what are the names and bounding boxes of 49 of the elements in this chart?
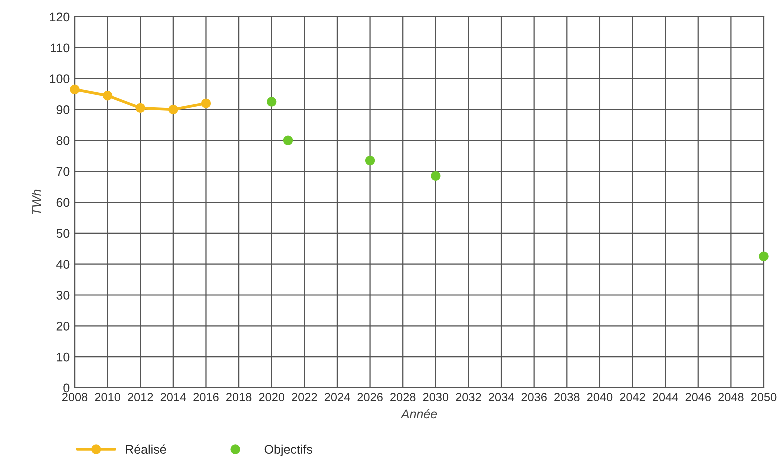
- x-tick-label: 2024: [324, 393, 350, 402]
- x-tick-label: 2012: [128, 393, 154, 402]
- point: [102, 90, 113, 101]
- x-tick-label: 2022: [292, 393, 318, 402]
- y-tick-label: 70: [56, 167, 70, 176]
- y-tick-label: 40: [56, 260, 70, 269]
- x-tick-label: 2048: [718, 393, 744, 402]
- x-tick-label: 2020: [259, 393, 285, 402]
- x-tick-label: 2026: [358, 393, 383, 402]
- y-tick-label: 60: [56, 198, 70, 208]
- point: [283, 136, 294, 146]
- x-tick-label: 2028: [390, 393, 416, 402]
- x-tick-label: 2036: [522, 393, 547, 402]
- y-tick-label: 100: [50, 74, 70, 84]
- y-tick-label: 120: [50, 12, 70, 22]
- x-tick-label: 2040: [587, 393, 613, 402]
- y-tick-label: 0: [64, 384, 70, 393]
- y-tick-label: 110: [51, 44, 70, 53]
- x-tick-label: 2030: [423, 393, 449, 402]
- x-tick-label: 2014: [160, 393, 186, 402]
- x-tick-label: 2018: [226, 393, 252, 402]
- x-tick-label: 2032: [456, 393, 482, 402]
- legend-label: Réalisé: [126, 444, 166, 454]
- point: [168, 104, 178, 115]
- x-tick-label: 2034: [488, 393, 514, 402]
- y-tick-label: 90: [56, 106, 70, 114]
- x-tick-label: 2010: [95, 393, 120, 402]
- point: [759, 252, 769, 262]
- y-tick-label: 80: [56, 136, 70, 146]
- y-tick-label: 50: [56, 229, 70, 238]
- point: [70, 84, 80, 95]
- x-tick-label: 2050: [751, 393, 777, 402]
- x-tick-label: 2042: [620, 393, 646, 402]
- point: [266, 97, 277, 107]
- x-tick-label: 2038: [554, 393, 580, 402]
- point: [201, 98, 212, 108]
- point: [365, 156, 376, 166]
- x-tick-label: 2044: [653, 393, 678, 402]
- y-tick-label: 10: [57, 352, 70, 362]
- point: [136, 103, 146, 114]
- x-tick-label: 2046: [686, 393, 711, 402]
- x-tick-label: 2008: [62, 393, 88, 402]
- x-tick-label: 2016: [194, 393, 219, 402]
- y-tick-label: 30: [56, 291, 70, 300]
- y-axis-title: TWh: [32, 190, 42, 215]
- point: [431, 171, 441, 182]
- legend-label: Objectifs: [264, 444, 312, 456]
- y-tick-label: 20: [56, 322, 70, 331]
- x-axis-title: Année: [400, 409, 438, 419]
